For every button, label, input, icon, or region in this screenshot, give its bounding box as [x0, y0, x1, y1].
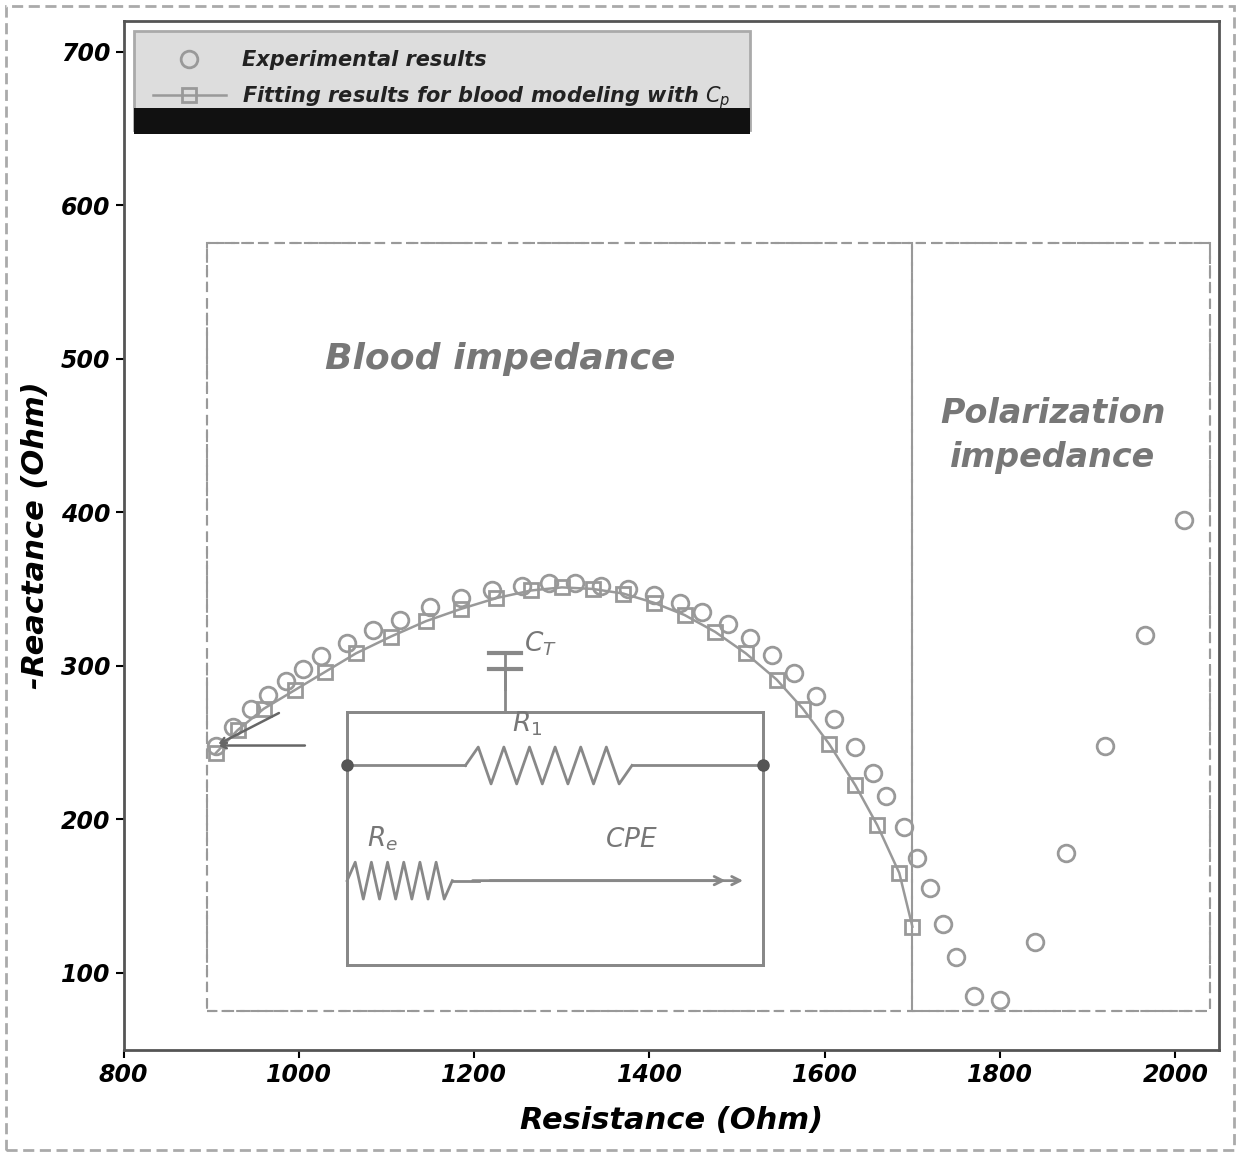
Experimental results: [694, 605, 709, 618]
Fitting results for blood modeling with $C_p$: [616, 586, 631, 600]
Experimental results: [1059, 846, 1074, 860]
Experimental results: [296, 662, 311, 676]
Experimental results: [278, 674, 293, 688]
Text: $R_1$: $R_1$: [512, 710, 542, 738]
Fitting results for blood modeling with $C_p$: [892, 866, 906, 880]
Text: $CPE$: $CPE$: [605, 827, 658, 853]
Experimental results: [226, 720, 241, 734]
Experimental results: [966, 988, 981, 1002]
Fitting results for blood modeling with $C_p$: [677, 608, 692, 622]
Text: Blood impedance: Blood impedance: [325, 342, 676, 376]
Experimental results: [314, 650, 329, 664]
Experimental results: [620, 581, 635, 595]
Experimental results: [673, 595, 688, 609]
Line: Fitting results for blood modeling with $C_p$: Fitting results for blood modeling with …: [208, 580, 919, 934]
Fitting results for blood modeling with $C_p$: [848, 778, 863, 792]
Fitting results for blood modeling with $C_p$: [646, 595, 661, 609]
Fitting results for blood modeling with $C_p$: [208, 747, 223, 761]
Experimental results: [808, 689, 823, 703]
Fitting results for blood modeling with $C_p$: [523, 584, 538, 598]
Experimental results: [1028, 935, 1043, 949]
Experimental results: [936, 917, 951, 931]
Fitting results for blood modeling with $C_p$: [383, 630, 398, 644]
Bar: [347, 712, 764, 965]
Experimental results: [243, 702, 258, 716]
Bar: [913, 244, 1210, 1012]
Experimental results: [866, 766, 880, 780]
Experimental results: [646, 588, 661, 602]
Experimental results: [743, 631, 758, 645]
Fitting results for blood modeling with $C_p$: [419, 614, 434, 628]
Fitting results for blood modeling with $C_p$: [317, 665, 332, 679]
Experimental results: [454, 591, 469, 605]
Experimental results: [1177, 513, 1192, 527]
Text: Polarization
impedance: Polarization impedance: [940, 398, 1166, 474]
Fitting results for blood modeling with $C_p$: [585, 581, 600, 595]
Experimental results: [879, 790, 894, 803]
Text: $R_e$: $R_e$: [367, 824, 398, 853]
Fitting results for blood modeling with $C_p$: [708, 625, 723, 639]
Fitting results for blood modeling with $C_p$: [795, 702, 810, 716]
Fitting results for blood modeling with $C_p$: [489, 591, 503, 605]
Fitting results for blood modeling with $C_p$: [554, 580, 569, 594]
Experimental results: [423, 600, 438, 614]
Experimental results: [765, 649, 780, 662]
Fitting results for blood modeling with $C_p$: [288, 683, 303, 697]
Experimental results: [568, 576, 583, 590]
Experimental results: [909, 851, 924, 865]
Fitting results for blood modeling with $C_p$: [454, 602, 469, 616]
Experimental results: [923, 881, 937, 895]
Experimental results: [515, 579, 529, 593]
Fitting results for blood modeling with $C_p$: [870, 818, 885, 832]
Experimental results: [1097, 739, 1112, 753]
Experimental results: [949, 950, 963, 964]
Fitting results for blood modeling with $C_p$: [739, 646, 754, 660]
Experimental results: [392, 613, 407, 627]
Experimental results: [594, 579, 609, 593]
Fitting results for blood modeling with $C_p$: [822, 738, 837, 751]
Fitting results for blood modeling with $C_p$: [905, 920, 920, 934]
Experimental results: [848, 740, 863, 754]
Experimental results: [485, 584, 500, 598]
Experimental results: [208, 739, 223, 753]
Y-axis label: -Reactance (Ohm): -Reactance (Ohm): [21, 381, 50, 689]
Fitting results for blood modeling with $C_p$: [257, 702, 272, 716]
Experimental results: [720, 617, 735, 631]
Experimental results: [897, 820, 911, 833]
Bar: [207, 244, 1210, 1012]
Experimental results: [542, 576, 557, 590]
Experimental results: [366, 623, 381, 637]
Text: $C_T$: $C_T$: [525, 630, 557, 659]
Bar: [207, 244, 913, 1012]
Experimental results: [786, 666, 801, 680]
X-axis label: Resistance (Ohm): Resistance (Ohm): [520, 1106, 823, 1135]
Experimental results: [993, 993, 1008, 1007]
Legend: Experimental results, Fitting results for blood modeling with $C_p$: Experimental results, Fitting results fo…: [134, 31, 750, 131]
Experimental results: [260, 688, 275, 702]
Fitting results for blood modeling with $C_p$: [769, 673, 784, 687]
Experimental results: [1137, 628, 1152, 642]
Fitting results for blood modeling with $C_p$: [348, 646, 363, 660]
Experimental results: [826, 712, 841, 726]
Experimental results: [340, 636, 355, 650]
Fitting results for blood modeling with $C_p$: [231, 724, 246, 738]
Line: Experimental results: Experimental results: [207, 511, 1193, 1009]
